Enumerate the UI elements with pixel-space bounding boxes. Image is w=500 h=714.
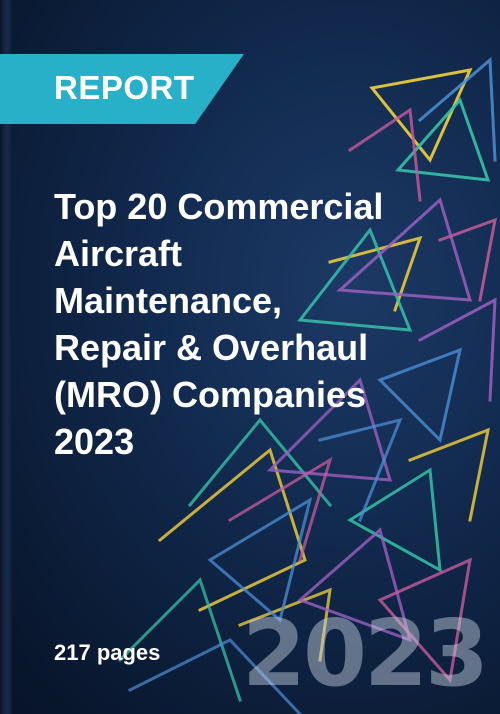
title-line: 2023 — [54, 421, 135, 462]
year-watermark: 2023 — [241, 600, 489, 707]
page-count: 217 pages — [54, 640, 161, 665]
report-badge — [0, 54, 244, 124]
title-line: Aircraft — [54, 233, 183, 274]
title-line: Maintenance, — [54, 280, 283, 321]
report-badge-label: REPORT — [54, 69, 195, 106]
title-line: (MRO) Companies — [54, 374, 367, 415]
title-line: Top 20 Commercial — [54, 186, 384, 227]
title-line: Repair & Overhaul — [54, 327, 369, 368]
cover-spine — [0, 0, 12, 714]
report-title: Top 20 Commercial Aircraft Maintenance, … — [54, 183, 484, 465]
